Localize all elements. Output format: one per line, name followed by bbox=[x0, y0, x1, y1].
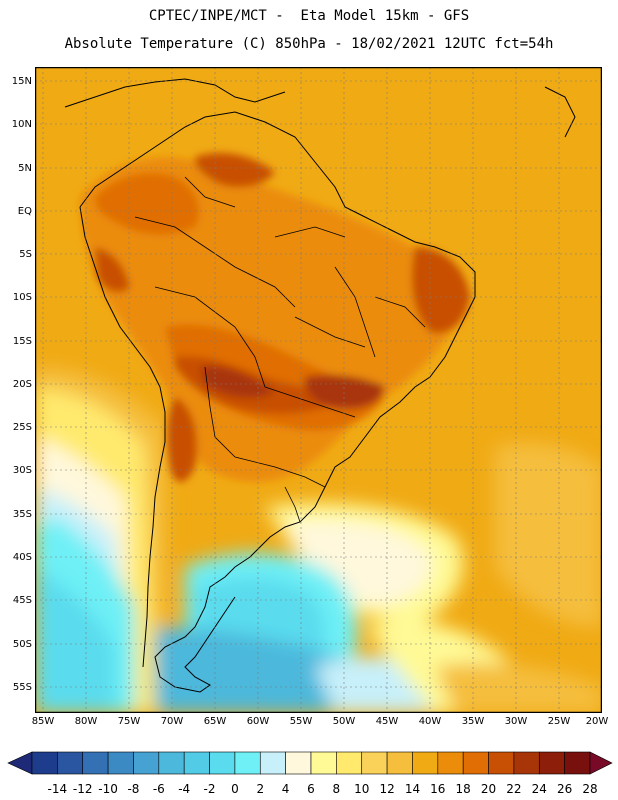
colorbar-swatch bbox=[386, 751, 413, 775]
colorbar-swatch bbox=[310, 751, 337, 775]
colorbar-swatch bbox=[437, 751, 464, 775]
lat-label-10n: 10N bbox=[11, 119, 32, 130]
colorbar-tick-label: 14 bbox=[404, 782, 421, 796]
lon-label-65w: 65W bbox=[203, 716, 227, 727]
lat-label-15n: 15N bbox=[11, 76, 32, 87]
temp-field-continent bbox=[80, 152, 470, 482]
lat-label-35s: 35S bbox=[12, 509, 32, 520]
colorbar-tick-label: -2 bbox=[203, 782, 216, 796]
colorbar-swatch bbox=[234, 751, 261, 775]
colorbar-swatch bbox=[462, 751, 489, 775]
lon-label-75w: 75W bbox=[117, 716, 141, 727]
colorbar-tick-label: 12 bbox=[379, 782, 395, 796]
lon-label-70w: 70W bbox=[160, 716, 184, 727]
colorbar-swatch bbox=[158, 751, 185, 775]
colorbar-swatch bbox=[361, 751, 388, 775]
lat-label-20s: 20S bbox=[12, 379, 32, 390]
temp-field-south bbox=[35, 367, 602, 713]
lon-label-25w: 25W bbox=[547, 716, 571, 727]
colorbar-arrow-low bbox=[7, 751, 33, 775]
temperature-map bbox=[35, 67, 602, 713]
map-border bbox=[35, 67, 602, 713]
colorbar-tick-label: 10 bbox=[354, 782, 370, 796]
lon-label-35w: 35W bbox=[461, 716, 485, 727]
colorbar-swatch bbox=[183, 751, 210, 775]
colorbar-swatch bbox=[513, 751, 540, 775]
colorbar-tick-label: -6 bbox=[152, 782, 165, 796]
lon-label-40w: 40W bbox=[418, 716, 442, 727]
colorbar-tick-label: -8 bbox=[127, 782, 140, 796]
colorbar-tick-label: 0 bbox=[231, 782, 239, 796]
lon-label-30w: 30W bbox=[504, 716, 528, 727]
colorbar-tick-label: 28 bbox=[582, 782, 598, 796]
colorbar-swatch bbox=[107, 751, 134, 775]
lat-label-5s: 5S bbox=[19, 249, 32, 260]
lat-label-55s: 55S bbox=[12, 682, 32, 693]
lat-label-5n: 5N bbox=[18, 163, 32, 174]
colorbar-swatch bbox=[259, 751, 286, 775]
colorbar-swatch bbox=[31, 751, 58, 775]
colorbar-swatch bbox=[564, 751, 591, 775]
colorbar-tick-label: 20 bbox=[480, 782, 497, 796]
colorbar-tick-label: 4 bbox=[281, 782, 290, 796]
lon-label-80w: 80W bbox=[74, 716, 98, 727]
lat-label-10s: 10S bbox=[12, 292, 32, 303]
colorbar-swatch bbox=[336, 751, 363, 775]
colorbar-tick-label: 2 bbox=[256, 782, 265, 796]
lat-label-40s: 40S bbox=[12, 552, 32, 563]
colorbar-swatch bbox=[538, 751, 565, 775]
colorbar-tick-label: -12 bbox=[72, 782, 93, 796]
colorbar bbox=[7, 751, 613, 775]
lat-label-15s: 15S bbox=[12, 336, 32, 347]
colorbar-tick-label: 18 bbox=[455, 782, 471, 796]
colorbar-swatch bbox=[285, 751, 312, 775]
lat-label-eq: EQ bbox=[17, 206, 32, 217]
colorbar-tick-label: -4 bbox=[178, 782, 191, 796]
colorbar-swatch bbox=[82, 751, 109, 775]
lat-label-25s: 25S bbox=[12, 422, 32, 433]
colorbar-swatch bbox=[133, 751, 160, 775]
lon-label-45w: 45W bbox=[375, 716, 399, 727]
colorbar-swatch bbox=[488, 751, 515, 775]
colorbar-tick-label: 8 bbox=[332, 782, 341, 796]
colorbar-arrow-high bbox=[589, 751, 613, 775]
country-borders bbox=[134, 176, 426, 523]
colorbar-tick-label: -10 bbox=[98, 782, 118, 796]
colorbar-swatch bbox=[209, 751, 236, 775]
lon-label-20w: 20W bbox=[585, 716, 609, 727]
lat-label-45s: 45S bbox=[12, 595, 32, 606]
colorbar-swatch bbox=[412, 751, 439, 775]
colorbar-tick-label: 6 bbox=[307, 782, 315, 796]
lon-label-85w: 85W bbox=[31, 716, 55, 727]
colorbar-tick-label: 16 bbox=[430, 782, 446, 796]
lat-label-50s: 50S bbox=[12, 639, 32, 650]
map-title-line1: CPTEC/INPE/MCT - Eta Model 15km - GFS bbox=[148, 8, 470, 24]
colorbar-tick-label: -14 bbox=[47, 782, 68, 796]
colorbar-tick-label: 26 bbox=[556, 782, 573, 796]
map-title-line2: Absolute Temperature (C) 850hPa - 18/02/… bbox=[64, 36, 554, 52]
colorbar-tick-label: 24 bbox=[531, 782, 547, 796]
colorbar-tick-label: 22 bbox=[506, 782, 522, 796]
lon-label-60w: 60W bbox=[246, 716, 270, 727]
lon-label-50w: 50W bbox=[332, 716, 356, 727]
lat-label-30s: 30S bbox=[12, 465, 32, 476]
colorbar-swatch bbox=[57, 751, 84, 775]
lon-label-55w: 55W bbox=[289, 716, 313, 727]
